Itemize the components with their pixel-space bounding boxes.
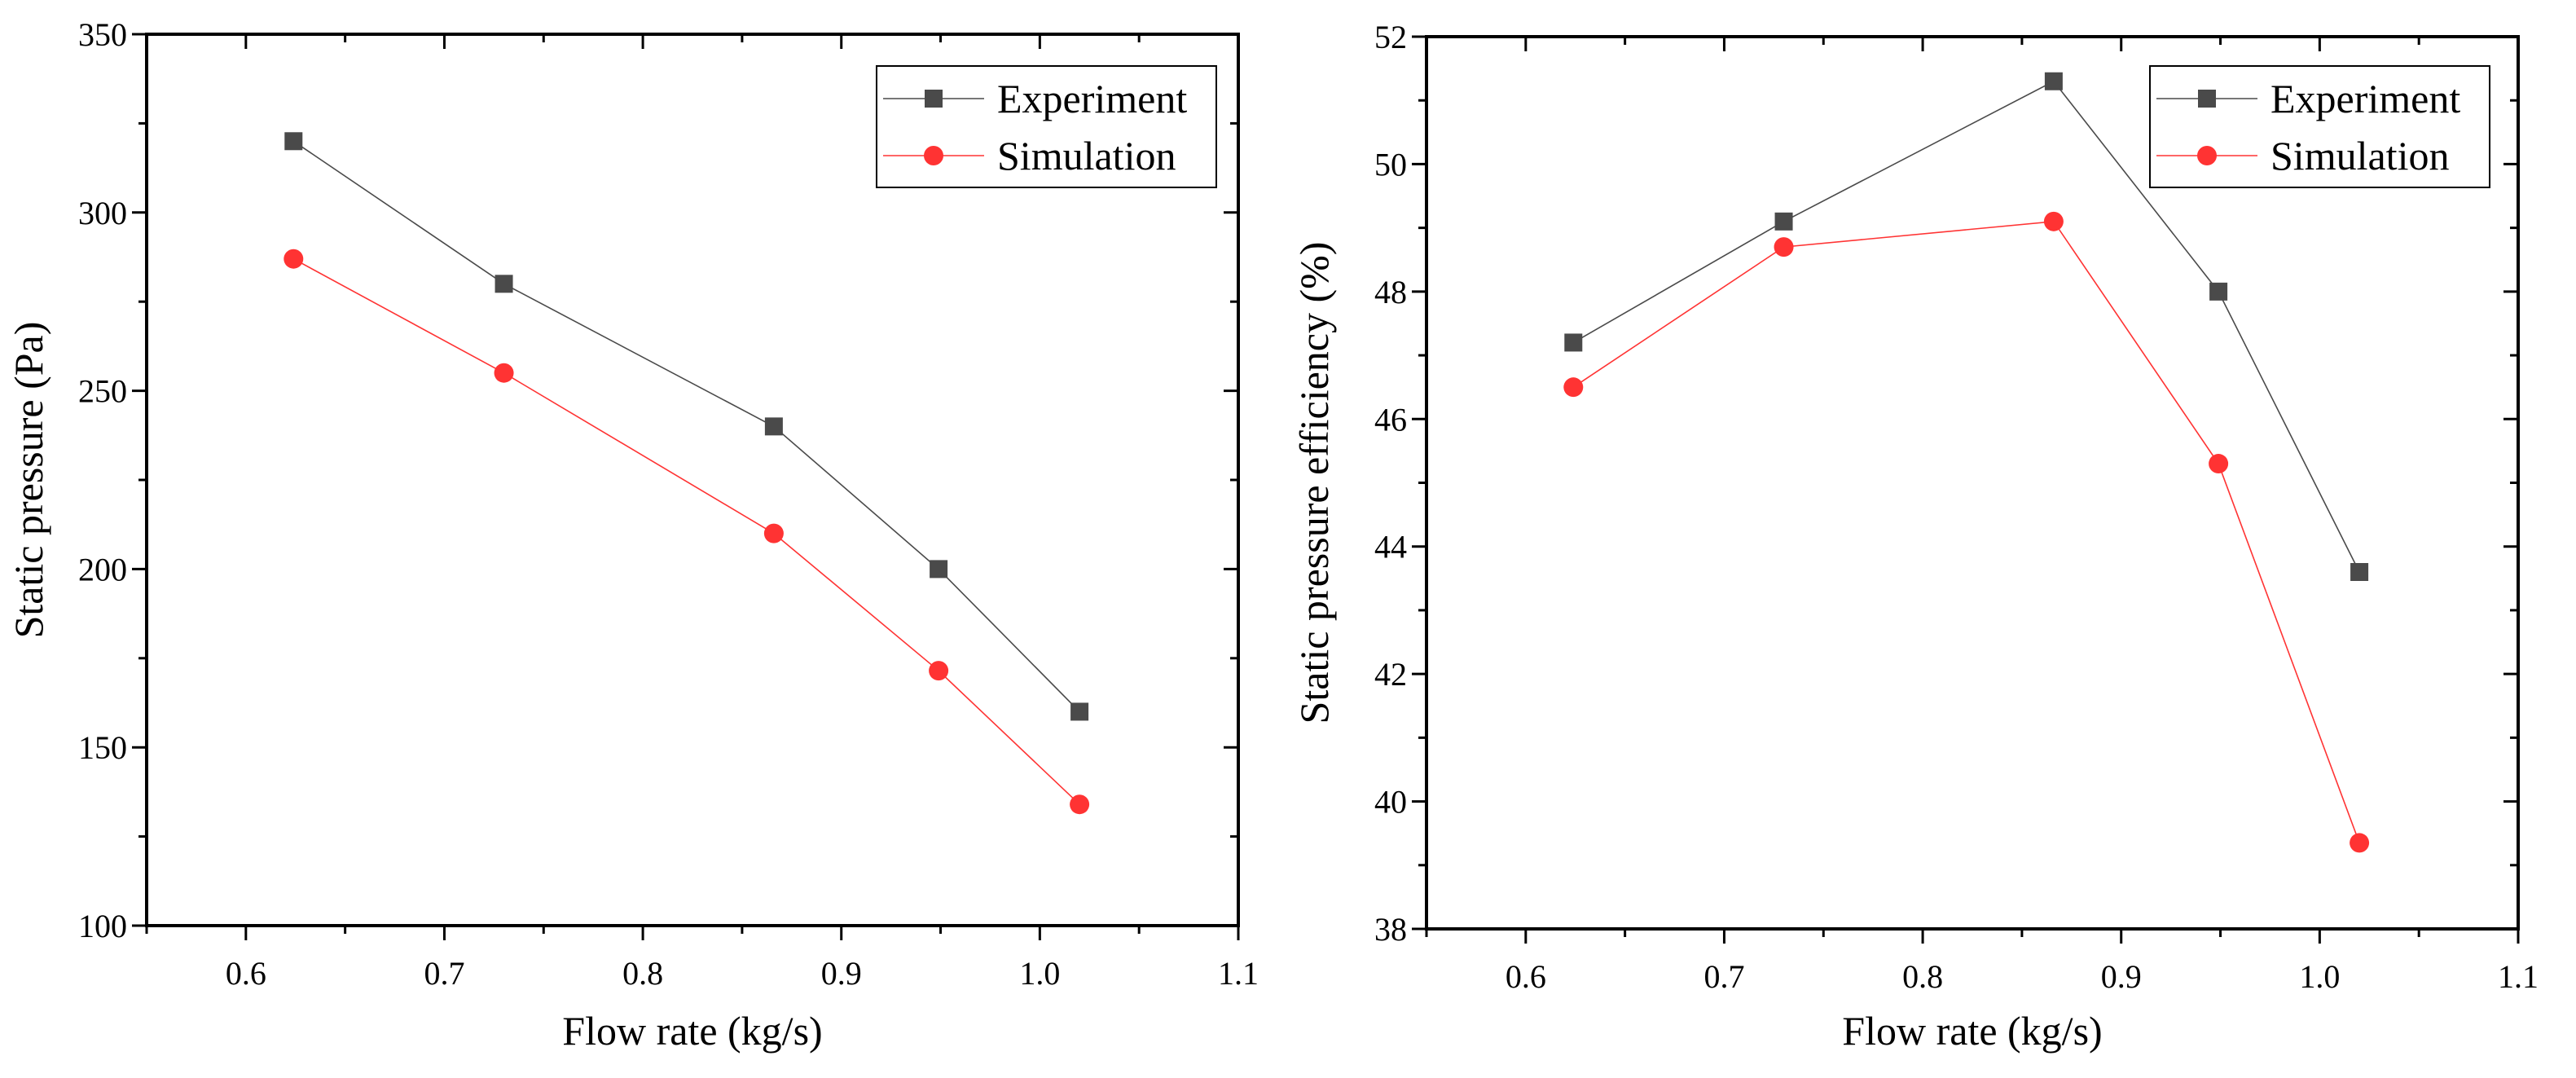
chart-panel-1: 0.6 0.7 0.8 0.9 1.0 1.1 100 150 200 250 300 350 Flow… [6, 16, 1259, 1054]
data-point-circle [2350, 833, 2370, 853]
y-axis-title: Static pressure (Pa) [6, 322, 51, 639]
legend: Experiment Simulation [2149, 65, 2490, 188]
data-point-circle [2043, 211, 2064, 231]
x-tick-label: 0.9 [2101, 958, 2142, 995]
y-axis-title: Static pressure efficiency (%) [1291, 242, 1337, 724]
legend-label: Simulation [997, 133, 1176, 178]
data-point-square [1070, 702, 1089, 721]
data-point-circle [1563, 377, 1584, 398]
data-point-square [2209, 282, 2228, 301]
data-point-square [930, 560, 948, 579]
data-point-square [2044, 72, 2063, 90]
series-experiment [284, 132, 1089, 721]
data-point-square [284, 132, 303, 151]
y-tick-label: 200 [78, 551, 127, 587]
x-axis-title: Flow rate (kg/s) [562, 1008, 822, 1054]
y-tick-label: 150 [78, 729, 127, 766]
data-point-square [764, 417, 783, 436]
data-point-circle [763, 523, 784, 543]
legend-box [876, 65, 1217, 188]
legend-circle-marker [924, 146, 943, 165]
series-line [292, 140, 1080, 713]
y-tick-label: 100 [78, 908, 127, 944]
x-tick-label: 1.1 [2498, 958, 2539, 995]
x-axis-title: Flow rate (kg/s) [1842, 1008, 2102, 1054]
y-tick-label: 52 [1374, 19, 1407, 55]
legend-label: Experiment [2270, 76, 2460, 121]
x-tick-label: 1.0 [2299, 958, 2340, 995]
x-tick-label: 0.8 [622, 955, 663, 992]
x-tick-label: 0.9 [821, 955, 862, 992]
y-tick-label: 300 [78, 195, 127, 231]
data-point-circle [494, 363, 514, 383]
data-point-square [1774, 212, 1793, 231]
series-experiment [1564, 72, 2369, 581]
x-tick-label: 1.1 [1218, 955, 1259, 992]
x-tick-label: 0.6 [1506, 958, 1546, 995]
y-tick-label: 250 [78, 373, 127, 410]
series-simulation [284, 249, 1090, 815]
data-point-circle [2209, 454, 2229, 474]
series-simulation [1563, 211, 2370, 853]
legend-square-marker [925, 90, 943, 108]
x-tick-label: 0.7 [424, 955, 464, 992]
chart-panel-2: 0.6 0.7 0.8 0.9 1.0 1.1 38 40 42 44 46 48 50 52 Flow r… [1291, 19, 2539, 1054]
data-point-circle [1070, 794, 1090, 815]
y-tick-label: 44 [1374, 529, 1407, 565]
y-tick-label: 50 [1374, 146, 1407, 183]
y-tick-label: 46 [1374, 401, 1407, 438]
data-point-square [495, 275, 513, 293]
y-tick-label: 48 [1374, 274, 1407, 310]
x-tick-label: 0.6 [226, 955, 266, 992]
y-tick-label: 38 [1374, 911, 1407, 948]
data-point-square [2350, 563, 2369, 581]
y-tick-label: 350 [78, 16, 127, 53]
legend: Experiment Simulation [876, 65, 1217, 188]
y-tick-label: 40 [1374, 784, 1407, 821]
x-tick-label: 0.7 [1703, 958, 1744, 995]
series-line [292, 257, 1080, 805]
y-tick-label: 42 [1374, 656, 1407, 693]
x-tick-label: 1.0 [1019, 955, 1060, 992]
legend-label: Experiment [997, 76, 1187, 121]
data-point-circle [1774, 237, 1794, 257]
data-point-circle [284, 249, 304, 269]
series-line [1572, 220, 2360, 843]
legend-label: Simulation [2270, 133, 2449, 178]
legend-circle-marker [2197, 146, 2217, 165]
x-tick-label: 0.8 [1902, 958, 1943, 995]
data-point-square [1564, 333, 1583, 352]
data-point-circle [929, 661, 949, 681]
legend-box [2149, 65, 2490, 188]
legend-square-marker [2198, 90, 2216, 108]
